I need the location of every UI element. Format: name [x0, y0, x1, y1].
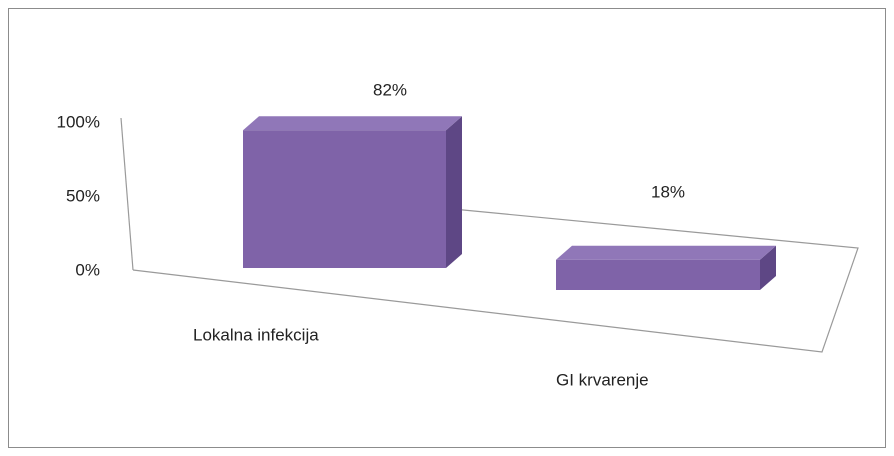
y-tick-label: 100% — [57, 112, 100, 131]
bar — [556, 259, 760, 290]
value-label: 82% — [373, 80, 407, 99]
y-tick-label: 0% — [75, 260, 100, 279]
y-tick-label: 50% — [66, 186, 100, 205]
bar-side — [446, 116, 462, 269]
bar-side — [760, 245, 776, 290]
y-axis-wall — [120, 117, 134, 271]
x-tick-label: Lokalna infekcija — [193, 325, 319, 344]
bar-top — [243, 116, 462, 131]
value-label: 18% — [651, 182, 685, 201]
bar-top — [556, 245, 776, 260]
bar — [243, 130, 446, 268]
floor — [132, 188, 859, 353]
x-tick-label: GI krvarenje — [556, 370, 649, 389]
